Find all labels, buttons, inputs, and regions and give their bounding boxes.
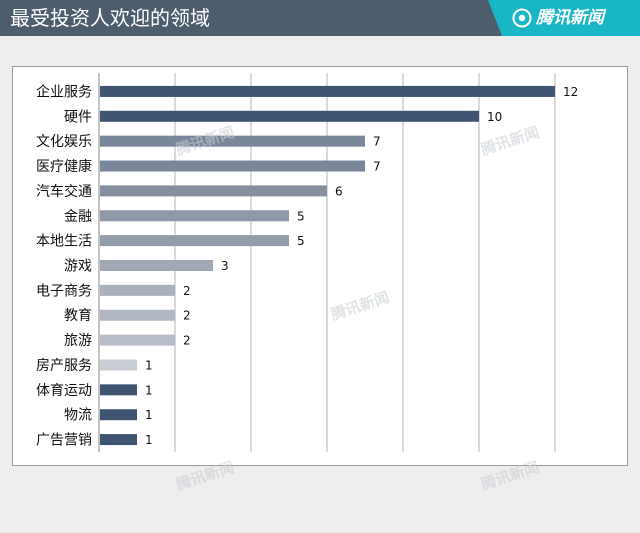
brand-badge-edge [488, 0, 502, 36]
category-label: 房产服务 [36, 358, 92, 374]
category-label: 文化娱乐 [36, 134, 92, 150]
data-label: 5 [297, 209, 305, 223]
data-label: 2 [183, 284, 191, 298]
bar [100, 334, 175, 346]
data-label: 12 [563, 85, 578, 99]
data-label: 2 [183, 309, 191, 323]
data-label: 3 [221, 259, 229, 273]
category-label: 旅游 [64, 333, 92, 349]
data-label: 10 [487, 110, 502, 124]
bar [100, 384, 137, 396]
category-label: 电子商务 [36, 283, 92, 299]
bar [100, 359, 137, 371]
category-label: 本地生活 [36, 234, 92, 250]
bar [100, 110, 479, 122]
bar [100, 260, 213, 271]
bar [100, 135, 365, 147]
bar [100, 185, 327, 197]
data-label: 1 [145, 358, 153, 372]
category-label: 汽车交通 [36, 183, 92, 200]
category-label: 医疗健康 [36, 158, 92, 175]
bar [100, 210, 289, 222]
category-label: 体育运动 [36, 383, 92, 399]
category-label: 广告营销 [36, 433, 92, 449]
data-label: 6 [335, 184, 343, 198]
bar [100, 309, 175, 321]
brand-badge: 腾讯新闻 [488, 0, 640, 36]
category-label: 教育 [64, 308, 92, 324]
bar [100, 160, 365, 172]
category-label: 金融 [64, 209, 92, 225]
page-title: 最受投资人欢迎的领域 [10, 6, 210, 30]
brand-name: 腾讯新闻 [536, 8, 604, 28]
category-label: 硬件 [64, 109, 92, 125]
category-label: 物流 [64, 408, 92, 424]
bar [100, 235, 289, 247]
tencent-news-logo-icon [512, 8, 532, 28]
bar [100, 409, 137, 421]
bar [100, 434, 137, 446]
data-label: 5 [297, 234, 305, 248]
category-label: 游戏 [64, 259, 92, 275]
data-label: 1 [145, 433, 153, 447]
chart-header: 最受投资人欢迎的领域 腾讯新闻 [0, 0, 640, 36]
data-label: 1 [145, 383, 153, 397]
data-label: 7 [373, 135, 381, 149]
bar [100, 284, 175, 296]
bar [100, 85, 555, 97]
data-label: 1 [145, 408, 153, 422]
data-label: 2 [183, 334, 191, 348]
category-label: 企业服务 [36, 83, 92, 100]
chart-panel: 企业服务 12 硬件 10 文化娱乐 7 医疗健康 7 汽车交通 6 金融 5 本地生活 5 游戏 3 电子商务… [12, 66, 628, 466]
data-label: 7 [373, 160, 381, 174]
